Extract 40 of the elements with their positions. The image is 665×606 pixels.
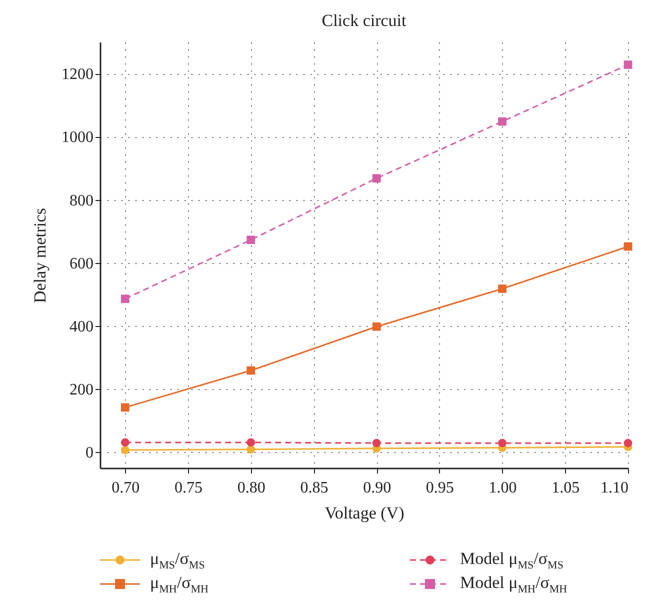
point bbox=[372, 438, 381, 448]
legend-label: μ$_{MH}$/σ$_{MH}$ bbox=[150, 572, 208, 596]
y-axis-title: Delay metrics bbox=[30, 208, 50, 303]
x-tick-label: 0.85 bbox=[300, 480, 328, 496]
point bbox=[624, 438, 632, 448]
y-tick-label: 200 bbox=[70, 382, 94, 399]
point bbox=[246, 366, 256, 375]
point bbox=[120, 438, 130, 447]
point bbox=[246, 445, 256, 454]
legend-label: Model μ$_{MH}$/σ$_{MH}$ bbox=[460, 572, 568, 596]
point bbox=[120, 403, 130, 412]
x-tick-label: 1.05 bbox=[552, 480, 580, 496]
y-tick-label: 0 bbox=[86, 444, 94, 462]
point bbox=[246, 236, 256, 244]
chart-title: Click circuit bbox=[322, 11, 407, 30]
point bbox=[498, 117, 506, 126]
point bbox=[624, 60, 632, 69]
point bbox=[120, 446, 130, 454]
y-tick-label: 1000 bbox=[62, 129, 94, 146]
y-tick-label: 400 bbox=[70, 318, 94, 336]
x-tick-label: 0.80 bbox=[237, 480, 266, 496]
point bbox=[624, 242, 632, 251]
point bbox=[498, 284, 506, 293]
legend-label: Model μ$_{MS}$/σ$_{MS}$ bbox=[460, 548, 564, 572]
legend-label: μ$_{MS}$/σ$_{MS}$ bbox=[150, 548, 205, 572]
y-tick-label: 600 bbox=[70, 255, 94, 272]
point bbox=[372, 322, 381, 331]
point bbox=[372, 174, 381, 183]
point bbox=[498, 438, 506, 448]
x-tick-label: 0.75 bbox=[174, 480, 202, 496]
x-axis-title: Voltage (V) bbox=[324, 504, 404, 522]
x-tick-label: 0.90 bbox=[363, 480, 392, 496]
x-tick-label: 0.70 bbox=[112, 480, 140, 496]
y-tick-label: 800 bbox=[70, 192, 94, 210]
x-tick-label: 0.95 bbox=[426, 480, 454, 496]
x-tick-label: 1.10 bbox=[600, 480, 628, 496]
point bbox=[120, 294, 130, 304]
x-tick-label: 1.00 bbox=[488, 480, 517, 496]
point bbox=[246, 438, 256, 447]
y-tick-label: 1200 bbox=[62, 66, 94, 84]
